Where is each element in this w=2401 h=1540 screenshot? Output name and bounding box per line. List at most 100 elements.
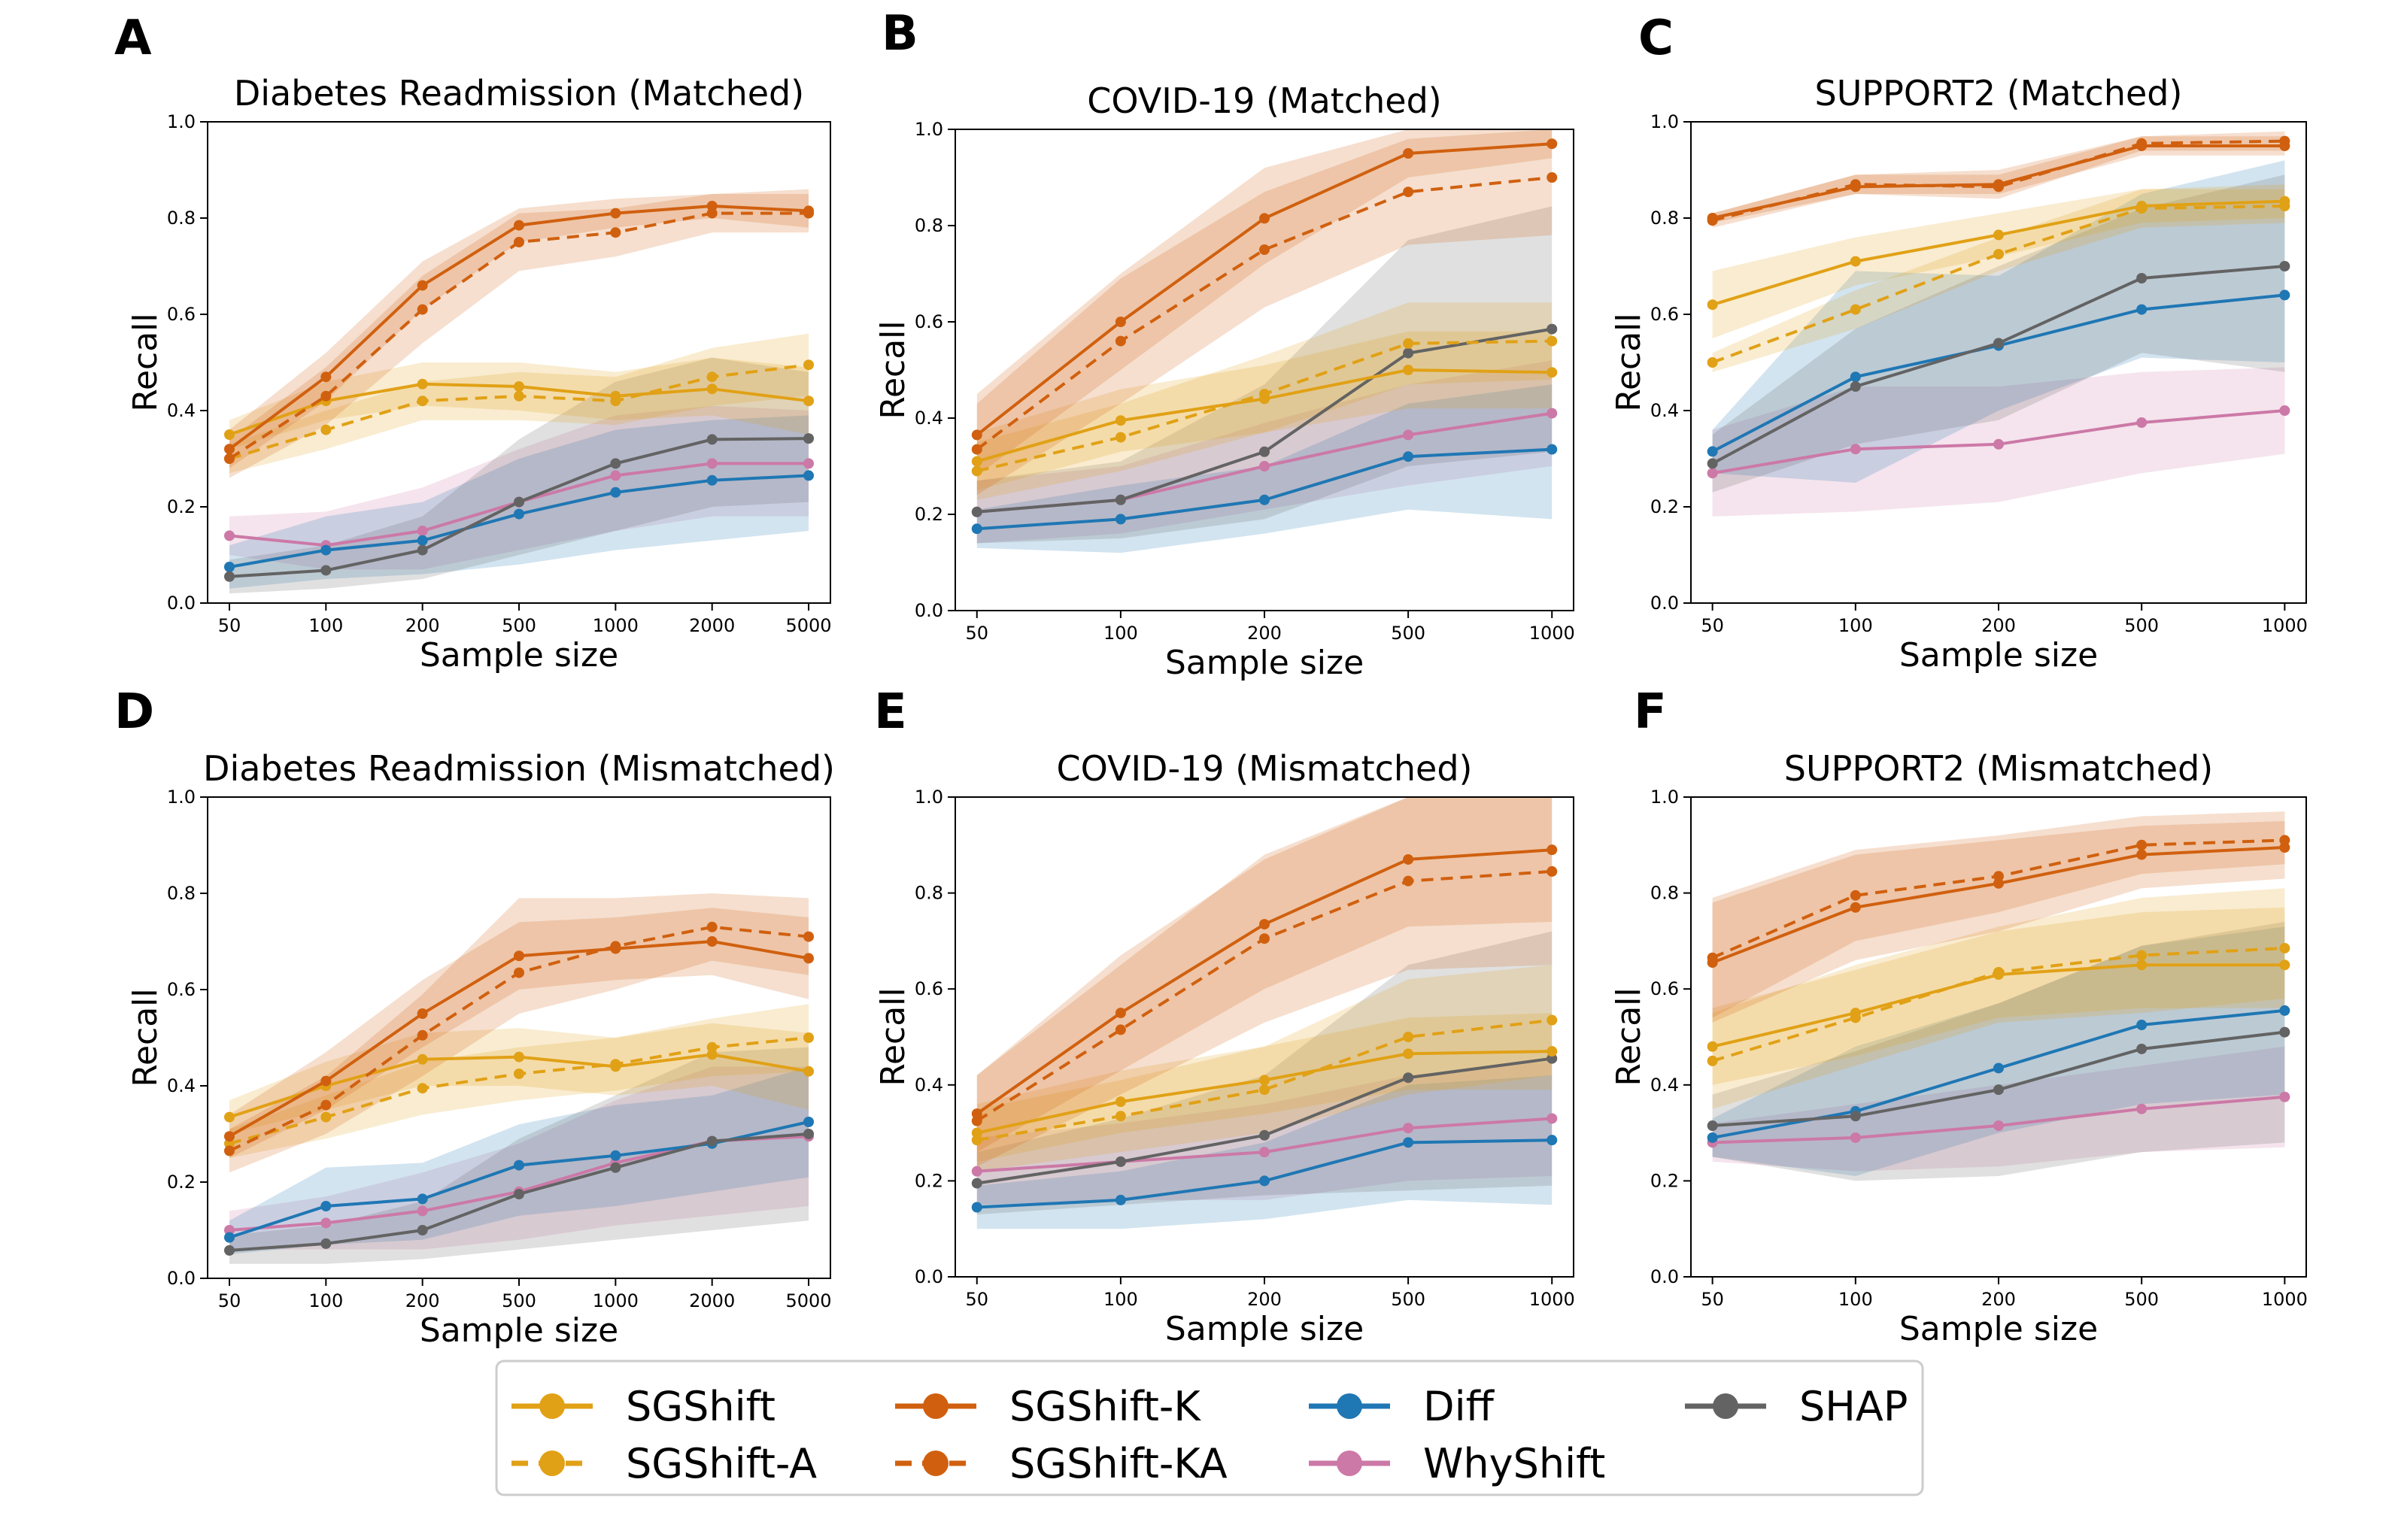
band-diff-c [1712,160,2285,483]
point-sgshift-ka-a [320,390,332,402]
point-sgshift-a [803,396,815,407]
chart-panel-c: SUPPORT2 (Matched) 0.0 0.2 0.4 0.6 0.8 1.0 50 10… [1610,73,2308,675]
point-diff-f [1993,1063,2004,1074]
ytick-label-b: 0.2 [915,504,943,525]
point-sgshift-k-b [1115,317,1126,327]
point-sgshift-b [1259,393,1270,405]
point-shap-b [1115,494,1126,505]
band-sgshift-k-f [1712,820,2285,1023]
xtick-label-e: 200 [1247,1289,1282,1310]
ytick-label-b: 0.8 [915,215,943,236]
point-sgshift-k-e [1547,844,1558,856]
point-shap-e [1115,1156,1126,1167]
point-whyshift-c [2279,405,2290,416]
xtick-label-a: 500 [502,615,536,636]
point-whyshift-e [1403,1123,1414,1134]
point-sgshift-ka-d [223,1145,235,1157]
point-whyshift-b [1403,429,1414,441]
plot-area-d [223,893,815,1264]
chart-title-b: COVID-19 (Matched) [1087,80,1441,121]
legend-item-sgshift: SGShift [511,1383,776,1430]
point-diff-d [417,1193,428,1205]
point-whyshift-c [1993,438,2004,450]
point-sgshift-a-a [320,424,332,435]
point-whyshift-d [223,1225,235,1235]
point-sgshift-k-d [514,950,524,962]
chart-panel-a: Diabetes Readmission (Matched) 0.0 0.2 0.4 0… [126,73,832,675]
xtick-label-b: 200 [1247,623,1282,644]
ytick-label-c: 0.4 [1650,400,1679,421]
point-sgshift-a-e [1547,1014,1558,1026]
point-shap-f [2279,1026,2290,1038]
point-diff-a [803,470,815,481]
point-sgshift-a-d [514,1069,524,1079]
xtick-label-c: 100 [1838,615,1873,636]
point-sgshift-k-c [1707,213,1718,223]
point-sgshift-ka-d [320,1099,332,1111]
point-sgshift-ka-e [971,1115,982,1126]
point-sgshift-b [1403,365,1414,375]
point-sgshift-f [2279,959,2290,971]
ytick-label-c: 0.0 [1650,593,1679,614]
ytick-label-f: 0.6 [1650,978,1679,999]
plot-area-e [971,797,1558,1229]
point-sgshift-ka-e [1259,933,1270,944]
point-sgshift-a-f [2279,942,2290,953]
legend-marker-diff [1337,1393,1362,1419]
point-diff-a [417,535,428,546]
point-sgshift-k-a [417,280,428,291]
point-sgshift-f [1993,969,2004,981]
point-sgshift-b [1115,415,1126,426]
point-sgshift-k-a [320,371,332,383]
point-sgshift-k-c [1850,181,1861,192]
point-whyshift-e [1259,1147,1270,1158]
ytick-label-f: 1.0 [1650,787,1679,808]
point-diff-d [803,1117,815,1127]
band-sgshift-ka-f [1712,811,2285,1018]
band-shap-d [229,1047,809,1264]
band-sgshift-a-f [1712,888,2285,1109]
chart-title-a: Diabetes Readmission (Matched) [234,73,804,114]
point-sgshift-e [1403,1048,1414,1060]
point-whyshift-c [2136,417,2148,428]
legend-label-shap: SHAP [1799,1383,1908,1430]
charts: Diabetes Readmission (Matched) 0.0 0.2 0.4 0… [126,73,2308,1350]
point-sgshift-k-f [2136,849,2148,860]
ytick-label-d: 0.0 [167,1268,196,1289]
point-sgshift-d [610,1061,621,1072]
ytick-label-e: 0.4 [915,1075,943,1096]
y-axis-label-f: Recall [1610,987,1648,1086]
xtick-label-b: 500 [1391,623,1425,644]
point-sgshift-a-a [706,371,718,383]
point-diff-b [1115,514,1126,525]
ytick-label-b: 1.0 [915,119,943,140]
legend-label-sgshift-a: SGShift-A [626,1440,817,1487]
y-axis-label-e: Recall [874,987,912,1086]
point-whyshift-c [1850,444,1861,455]
band-sgshift-ka-b [976,129,1553,496]
point-diff-d [223,1232,235,1243]
point-sgshift-f [2136,959,2148,971]
point-sgshift-a-b [1403,338,1414,349]
point-sgshift-ka-b [971,444,982,455]
point-sgshift-b [971,456,982,467]
point-whyshift-d [417,1205,428,1217]
ytick-label-d: 0.8 [167,883,196,904]
legend: SGShift SGShift-A SGShift-K SGShift-KA Diff W… [495,1360,1924,1496]
point-whyshift-f [2136,1103,2148,1114]
band-shap-c [1712,174,2285,493]
xtick-label-e: 50 [965,1289,988,1310]
point-whyshift-a [417,526,428,536]
line-sgshift-ka-b [976,176,1553,451]
point-sgshift-k-c [1993,179,2004,190]
plot-area-f [1707,811,2290,1181]
band-whyshift-a [229,405,809,570]
panel-letter-b: B [882,6,918,62]
point-diff-c [2136,304,2148,315]
x-axis-label-b: Sample size [1165,644,1364,682]
xtick-label-b: 50 [965,623,988,644]
point-sgshift-f [1707,1041,1718,1052]
plot-area-b [971,129,1558,553]
plot-area-c [1707,131,2290,517]
chart-panel-f: SUPPORT2 (Mismatched) 0.0 0.2 0.4 0.6 0.8 1.0 5… [1610,748,2308,1348]
